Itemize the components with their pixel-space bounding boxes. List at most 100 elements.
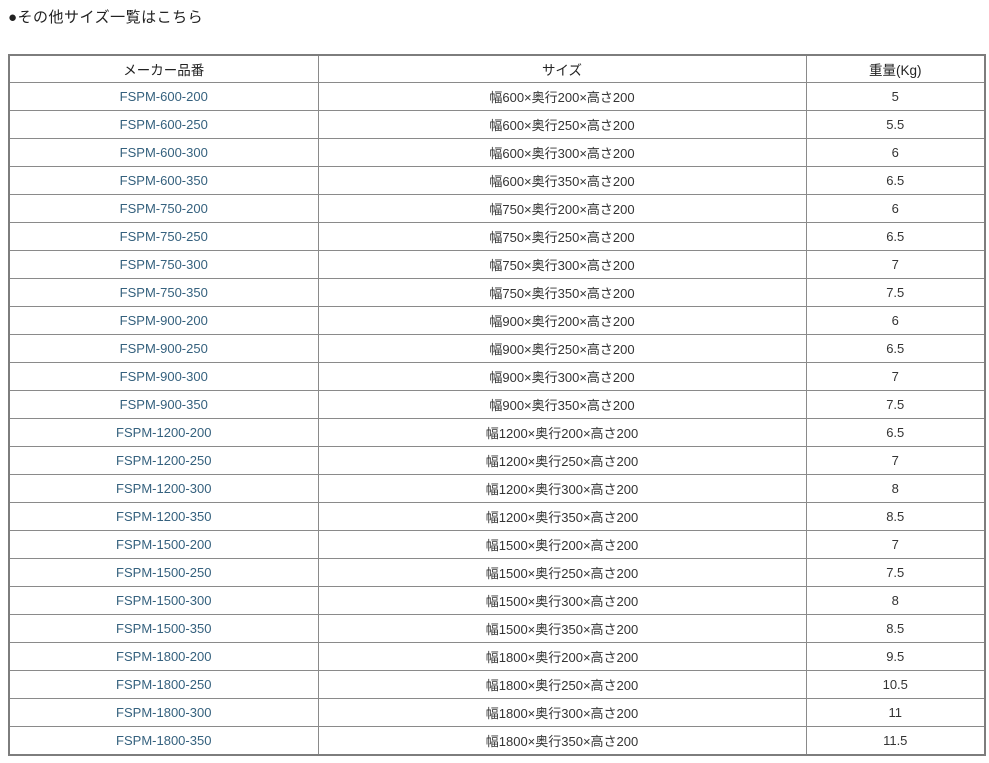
part-number-cell: FSPM-1800-300 [8,698,319,727]
weight-cell: 8.5 [805,614,986,643]
column-header-size: サイズ [317,54,807,83]
part-number-cell: FSPM-1200-350 [8,502,319,531]
weight-cell: 6.5 [805,222,986,251]
part-number-link[interactable]: FSPM-1800-200 [116,649,212,664]
column-header-weight: 重量(Kg) [805,54,986,83]
size-list-table: メーカー品番 サイズ 重量(Kg) FSPM-600-200 幅600×奥行200… [8,54,986,756]
part-number-cell: FSPM-600-200 [8,82,319,111]
weight-cell: 7 [805,250,986,279]
part-number-link[interactable]: FSPM-1500-200 [116,537,212,552]
size-cell: 幅1800×奥行350×高さ200 [317,726,807,756]
part-number-link[interactable]: FSPM-600-200 [119,89,208,104]
part-number-cell: FSPM-750-200 [8,194,319,223]
weight-cell: 8 [805,586,986,615]
part-number-cell: FSPM-900-300 [8,362,319,391]
size-cell: 幅900×奥行250×高さ200 [317,334,807,363]
part-number-link[interactable]: FSPM-1500-250 [116,565,212,580]
table-row: FSPM-1200-300 幅1200×奥行300×高さ200 8 [8,474,986,503]
size-cell: 幅1200×奥行200×高さ200 [317,418,807,447]
table-row: FSPM-1500-350 幅1500×奥行350×高さ200 8.5 [8,614,986,643]
table-row: FSPM-600-300 幅600×奥行300×高さ200 6 [8,138,986,167]
weight-cell: 10.5 [805,670,986,699]
part-number-cell: FSPM-1200-200 [8,418,319,447]
table-row: FSPM-1200-350 幅1200×奥行350×高さ200 8.5 [8,502,986,531]
part-number-cell: FSPM-750-250 [8,222,319,251]
part-number-link[interactable]: FSPM-900-200 [119,313,208,328]
part-number-cell: FSPM-750-350 [8,278,319,307]
part-number-link[interactable]: FSPM-1500-300 [116,593,212,608]
weight-cell: 7 [805,530,986,559]
part-number-link[interactable]: FSPM-1500-350 [116,621,212,636]
part-number-link[interactable]: FSPM-1200-300 [116,481,212,496]
part-number-link[interactable]: FSPM-1200-200 [116,425,212,440]
table-row: FSPM-1200-200 幅1200×奥行200×高さ200 6.5 [8,418,986,447]
table-row: FSPM-750-350 幅750×奥行350×高さ200 7.5 [8,278,986,307]
size-cell: 幅900×奥行200×高さ200 [317,306,807,335]
size-cell: 幅600×奥行350×高さ200 [317,166,807,195]
weight-cell: 6 [805,194,986,223]
part-number-link[interactable]: FSPM-600-250 [119,117,208,132]
part-number-link[interactable]: FSPM-900-350 [119,397,208,412]
weight-cell: 6 [805,306,986,335]
size-cell: 幅900×奥行300×高さ200 [317,362,807,391]
weight-cell: 7.5 [805,390,986,419]
weight-cell: 11.5 [805,726,986,756]
size-cell: 幅900×奥行350×高さ200 [317,390,807,419]
size-cell: 幅750×奥行300×高さ200 [317,250,807,279]
column-header-part-number: メーカー品番 [8,54,319,83]
part-number-link[interactable]: FSPM-750-350 [119,285,208,300]
part-number-cell: FSPM-1500-200 [8,530,319,559]
size-cell: 幅600×奥行200×高さ200 [317,82,807,111]
weight-cell: 8 [805,474,986,503]
size-cell: 幅750×奥行250×高さ200 [317,222,807,251]
part-number-link[interactable]: FSPM-1200-250 [116,453,212,468]
part-number-link[interactable]: FSPM-750-250 [119,229,208,244]
table-row: FSPM-750-300 幅750×奥行300×高さ200 7 [8,250,986,279]
weight-cell: 7 [805,446,986,475]
weight-cell: 6.5 [805,166,986,195]
part-number-cell: FSPM-900-200 [8,306,319,335]
size-cell: 幅750×奥行350×高さ200 [317,278,807,307]
part-number-link[interactable]: FSPM-1800-350 [116,733,212,748]
part-number-cell: FSPM-600-250 [8,110,319,139]
part-number-link[interactable]: FSPM-750-200 [119,201,208,216]
weight-cell: 11 [805,698,986,727]
weight-cell: 5.5 [805,110,986,139]
part-number-link[interactable]: FSPM-600-350 [119,173,208,188]
table-row: FSPM-900-350 幅900×奥行350×高さ200 7.5 [8,390,986,419]
part-number-cell: FSPM-1500-250 [8,558,319,587]
size-cell: 幅1800×奥行300×高さ200 [317,698,807,727]
table-row: FSPM-600-250 幅600×奥行250×高さ200 5.5 [8,110,986,139]
part-number-link[interactable]: FSPM-600-300 [119,145,208,160]
part-number-link[interactable]: FSPM-900-300 [119,369,208,384]
other-sizes-heading: ●その他サイズ一覧はこちら [8,9,204,26]
part-number-cell: FSPM-600-350 [8,166,319,195]
part-number-link[interactable]: FSPM-1200-350 [116,509,212,524]
size-cell: 幅1500×奥行250×高さ200 [317,558,807,587]
table-row: FSPM-1800-200 幅1800×奥行200×高さ200 9.5 [8,642,986,671]
part-number-link[interactable]: FSPM-900-250 [119,341,208,356]
part-number-cell: FSPM-1800-350 [8,726,319,756]
part-number-link[interactable]: FSPM-1800-250 [116,677,212,692]
table-row: FSPM-1200-250 幅1200×奥行250×高さ200 7 [8,446,986,475]
part-number-cell: FSPM-1500-350 [8,614,319,643]
weight-cell: 6.5 [805,418,986,447]
table-row: FSPM-1500-200 幅1500×奥行200×高さ200 7 [8,530,986,559]
table-header-row: メーカー品番 サイズ 重量(Kg) [8,54,986,83]
size-cell: 幅1200×奥行300×高さ200 [317,474,807,503]
part-number-cell: FSPM-1200-300 [8,474,319,503]
weight-cell: 6.5 [805,334,986,363]
part-number-cell: FSPM-600-300 [8,138,319,167]
table-row: FSPM-750-250 幅750×奥行250×高さ200 6.5 [8,222,986,251]
weight-cell: 8.5 [805,502,986,531]
part-number-cell: FSPM-900-350 [8,390,319,419]
part-number-link[interactable]: FSPM-750-300 [119,257,208,272]
size-cell: 幅1200×奥行350×高さ200 [317,502,807,531]
part-number-link[interactable]: FSPM-1800-300 [116,705,212,720]
table-row: FSPM-1800-300 幅1800×奥行300×高さ200 11 [8,698,986,727]
part-number-cell: FSPM-1200-250 [8,446,319,475]
part-number-cell: FSPM-1800-200 [8,642,319,671]
size-cell: 幅1800×奥行200×高さ200 [317,642,807,671]
table-row: FSPM-900-200 幅900×奥行200×高さ200 6 [8,306,986,335]
